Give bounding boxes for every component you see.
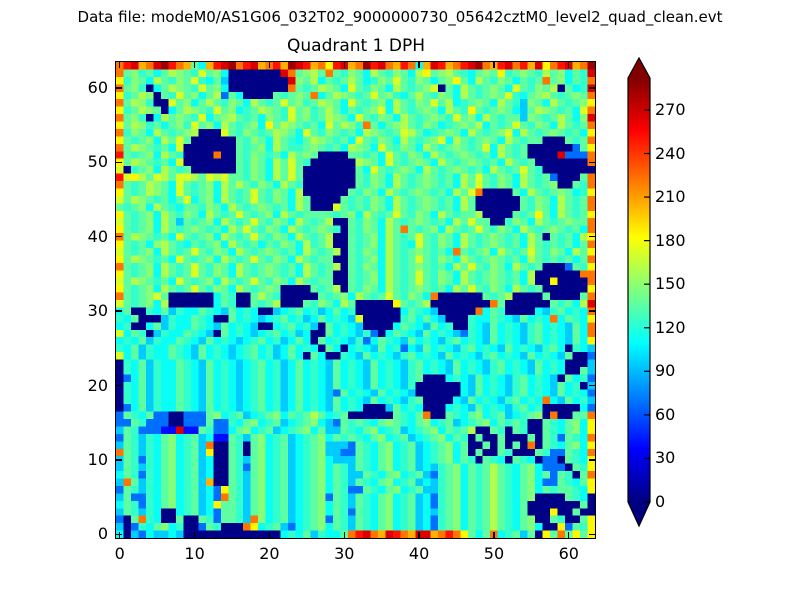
colorbar-tick-label: 60 bbox=[655, 404, 676, 424]
colorbar-tick-marks bbox=[644, 109, 650, 503]
x-tick-mark bbox=[493, 62, 495, 68]
y-tick-mark bbox=[589, 533, 595, 535]
colorbar-tick-label: 240 bbox=[655, 143, 686, 163]
x-axis-tick-label: 0 bbox=[114, 544, 125, 563]
colorbar-tick-label: 0 bbox=[655, 492, 666, 511]
y-axis-tick-label: 30 bbox=[87, 301, 108, 321]
y-tick-mark bbox=[589, 310, 595, 312]
plot-area bbox=[115, 61, 596, 539]
colorbar-tick-label: 30 bbox=[655, 448, 676, 468]
x-tick-mark bbox=[193, 532, 196, 538]
colorbar-tick-label: 120 bbox=[655, 317, 686, 337]
x-axis-tick-label: 50 bbox=[483, 544, 505, 563]
x-tick-mark bbox=[119, 532, 121, 538]
y-tick-mark bbox=[589, 161, 595, 164]
x-axis-tick-label: 20 bbox=[259, 544, 280, 563]
colorbar bbox=[627, 57, 651, 528]
y-axis-tick-label: 40 bbox=[87, 226, 108, 246]
y-axis-tick-label: 60 bbox=[87, 78, 108, 98]
colorbar-tick-label: 90 bbox=[655, 361, 676, 381]
x-tick-mark bbox=[568, 62, 570, 68]
y-tick-mark bbox=[116, 459, 122, 461]
x-tick-mark bbox=[268, 62, 271, 68]
x-axis-tick-label: 10 bbox=[184, 544, 205, 563]
x-axis-tick-label: 30 bbox=[334, 544, 355, 563]
x-axis-tick-label: 40 bbox=[408, 544, 430, 563]
x-axis-tick-label: 60 bbox=[558, 544, 579, 563]
colorbar-tick-label: 150 bbox=[655, 274, 686, 294]
x-tick-mark bbox=[268, 532, 271, 538]
y-axis-tick-label: 10 bbox=[87, 449, 108, 469]
plot-title: Quadrant 1 DPH bbox=[287, 36, 425, 56]
x-tick-mark bbox=[493, 532, 495, 538]
colorbar-tick-label: 270 bbox=[655, 99, 686, 119]
y-tick-mark bbox=[589, 459, 595, 461]
y-tick-mark bbox=[116, 161, 122, 164]
y-axis-tick-label: 50 bbox=[87, 152, 108, 172]
y-tick-mark bbox=[116, 87, 122, 89]
x-tick-mark bbox=[568, 532, 570, 538]
y-tick-mark bbox=[589, 236, 595, 238]
y-tick-mark bbox=[116, 236, 122, 238]
y-tick-mark bbox=[589, 384, 595, 387]
y-axis-tick-label: 0 bbox=[97, 524, 108, 544]
x-tick-mark bbox=[343, 532, 345, 538]
x-tick-mark bbox=[193, 62, 196, 68]
y-tick-mark bbox=[116, 310, 122, 312]
colorbar-tick-label: 180 bbox=[655, 230, 686, 250]
y-tick-mark bbox=[116, 384, 122, 387]
heatmap-canvas bbox=[116, 62, 595, 538]
y-tick-mark bbox=[116, 533, 122, 535]
y-tick-mark bbox=[589, 87, 595, 89]
y-axis-tick-label: 20 bbox=[87, 375, 108, 395]
colorbar-tick-label: 210 bbox=[655, 187, 686, 207]
x-tick-mark bbox=[343, 62, 345, 68]
suptitle: Data file: modeM0/AS1G06_032T02_90000007… bbox=[77, 8, 723, 26]
colorbar-shape bbox=[627, 57, 651, 528]
x-tick-mark bbox=[418, 62, 420, 68]
x-tick-mark bbox=[418, 532, 420, 538]
x-tick-mark bbox=[119, 62, 121, 68]
